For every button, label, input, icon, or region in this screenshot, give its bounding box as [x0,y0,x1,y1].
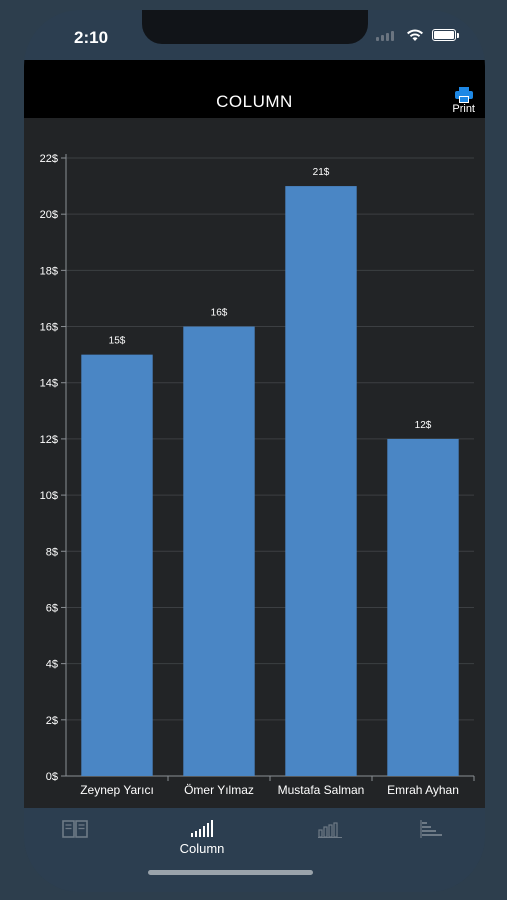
y-tick-label: 16$ [40,322,58,334]
y-tick-label: 0$ [46,771,58,783]
bar [387,438,459,776]
category-label: Ömer Yılmaz [184,783,254,797]
print-button[interactable]: Print [452,87,475,115]
print-label: Print [452,103,475,115]
notch [142,10,368,44]
data-label: 16$ [211,308,228,319]
y-tick-label: 14$ [40,378,58,390]
y-tick-label: 4$ [46,659,58,671]
y-tick-label: 8$ [46,546,58,558]
horizontal-bar-icon [420,820,442,838]
bar-chart-icon [318,822,342,838]
data-label: 15$ [109,336,126,347]
screen: 2:10 COLUMN Print [24,10,485,892]
signal-icon [376,29,398,41]
book-icon [62,820,88,838]
wifi-icon [407,29,423,41]
page-title: COLUMN [216,92,293,111]
bar [183,326,255,776]
y-tick-label: 2$ [46,715,58,727]
nav-bar: COLUMN Print [24,60,485,118]
tab-bar: Column [24,808,485,892]
data-label: 21$ [313,167,330,178]
category-label: Zeynep Yarıcı [80,783,154,797]
tab-column[interactable]: Column [157,820,247,856]
y-tick-label: 18$ [40,265,58,277]
battery-icon [432,29,459,41]
y-tick-label: 22$ [40,153,58,165]
column-chart-icon [191,820,213,837]
y-tick-label: 12$ [40,434,58,446]
status-icons [376,28,459,42]
tab-horizontal-bar[interactable] [387,820,477,838]
y-tick-label: 20$ [40,209,58,221]
tab-column-label: Column [179,841,225,856]
status-time: 2:10 [74,28,109,47]
chart-area: 0$ 2$ 4$ 6$ 8$ 10$ 12$ 14$ 16$ 18$ 20$ 22$ 15$ Zeynep… [24,118,485,808]
data-label: 12$ [415,420,432,431]
category-label: Mustafa Salman [278,783,365,797]
bar [285,186,357,776]
bar [81,354,153,776]
tab-book[interactable] [30,820,120,838]
printer-icon [454,87,473,103]
tab-bar-chart[interactable] [285,820,375,838]
category-label: Emrah Ayhan [387,783,459,797]
column-chart: 0$ 2$ 4$ 6$ 8$ 10$ 12$ 14$ 16$ 18$ 20$ 22$ 15$ Zeynep… [40,153,475,797]
home-indicator [148,870,313,875]
y-tick-label: 10$ [40,490,58,502]
y-tick-label: 6$ [46,602,58,614]
